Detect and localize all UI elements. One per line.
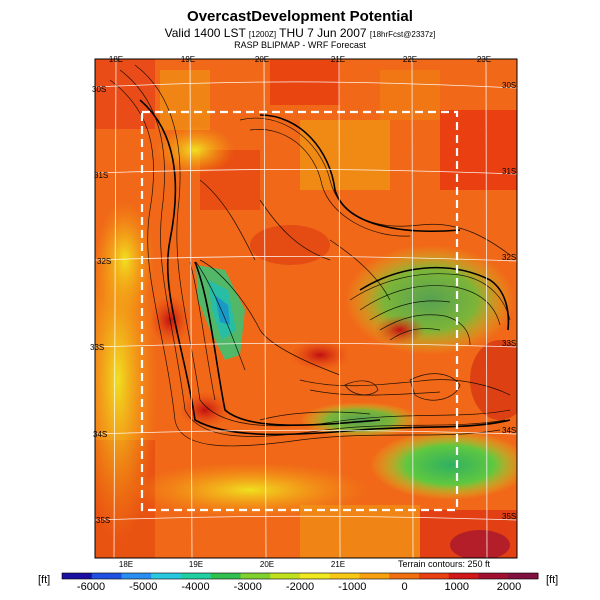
lon-label-top: 19E xyxy=(181,55,195,64)
map-subtitle: RASP BLIPMAP - WRF Forecast xyxy=(234,40,366,50)
lon-label-bottom: 19E xyxy=(189,560,203,569)
lon-label-top: 22E xyxy=(403,55,417,64)
valid-date: THU 7 Jun 2007 xyxy=(279,26,367,40)
lat-label-right: 30S xyxy=(502,81,516,90)
forecast-field xyxy=(95,59,517,558)
colorbar-swatch xyxy=(329,573,360,579)
colorbar-swatch xyxy=(181,573,212,579)
lat-label-right: 33S xyxy=(502,339,516,348)
colorbar-tick-label: -3000 xyxy=(234,581,262,593)
inner-domain-box xyxy=(140,110,459,512)
lat-labels-left: 30S 31S 32S 33S 34S 35S xyxy=(90,85,111,525)
lat-label-right: 35S xyxy=(502,512,516,521)
lat-label-right: 34S xyxy=(502,426,516,435)
graticule xyxy=(95,59,517,558)
lon-label-top: 20E xyxy=(255,55,269,64)
terrain-contour-note: Terrain contours: 250 ft xyxy=(398,559,491,569)
colorbar-tick-label: -1000 xyxy=(338,581,366,593)
colorbar-unit-left: [ft] xyxy=(38,574,51,586)
lat-label-left: 30S xyxy=(92,85,106,94)
colorbar-swatch xyxy=(270,573,301,579)
lat-label-left: 33S xyxy=(90,343,104,352)
lon-label-top: 21E xyxy=(331,55,345,64)
colorbar-swatch xyxy=(121,573,152,579)
colorbar-tick-label: 0 xyxy=(401,581,407,593)
colorbar-swatch xyxy=(62,573,93,579)
major-contours xyxy=(139,99,511,436)
lat-label-left: 31S xyxy=(94,171,108,180)
colorbar-swatch xyxy=(359,573,390,579)
colorbar-frame xyxy=(61,572,539,580)
colorbar-swatch xyxy=(478,573,509,579)
colorbar-swatch xyxy=(240,573,271,579)
forecast-hour: [18hrFcst@2337z] xyxy=(369,30,436,39)
lon-label-top: 18E xyxy=(109,55,123,64)
map-title: OvercastDevelopment Potential xyxy=(187,8,413,25)
plot-frame xyxy=(94,58,518,559)
lon-label-bottom: 20E xyxy=(260,560,274,569)
colorbar-swatch xyxy=(300,573,331,579)
colorbar-tick-label: 2000 xyxy=(497,581,521,593)
colorbar-tick-label: -4000 xyxy=(181,581,209,593)
lat-label-right: 31S xyxy=(502,167,516,176)
colorbar-tick-label: -2000 xyxy=(286,581,314,593)
colorbar-tick-label: 1000 xyxy=(445,581,469,593)
lat-label-left: 34S xyxy=(93,430,107,439)
colorbar-swatch xyxy=(508,573,539,579)
colorbar-swatch xyxy=(151,573,182,579)
lon-label-top: 23E xyxy=(477,55,491,64)
lat-label-left: 35S xyxy=(96,516,110,525)
colorbar-swatch xyxy=(91,573,122,579)
lat-labels-right: 30S 31S 32S 33S 34S 35S xyxy=(502,81,516,521)
colorbar-swatch xyxy=(210,573,241,579)
lon-label-bottom: 21E xyxy=(331,560,345,569)
colorbar-tick-label: -5000 xyxy=(129,581,157,593)
colorbar-tick-labels: -6000 -5000 -4000 -3000 -2000 -1000 0 1000 2000 xyxy=(77,581,521,593)
colorbar-unit-right: [ft] xyxy=(546,574,559,586)
colorbar-swatch xyxy=(389,573,420,579)
colorbar-tick-label: -6000 xyxy=(77,581,105,593)
lat-label-right: 32S xyxy=(502,253,516,262)
colorbar-swatch xyxy=(448,573,479,579)
valid-utc: [1200Z] xyxy=(248,30,277,39)
valid-time: Valid 1400 LST [1200Z] THU 7 Jun 2007 [1… xyxy=(0,26,600,40)
lon-labels-bottom: 18E 19E 20E 21E xyxy=(119,560,345,569)
lon-labels-top: 18E 19E 20E 21E 22E 23E xyxy=(109,55,491,64)
lon-label-bottom: 18E xyxy=(119,560,133,569)
valid-prefix: Valid 1400 LST xyxy=(164,26,246,40)
colorbar-swatch xyxy=(419,573,450,579)
lat-label-left: 32S xyxy=(97,257,111,266)
colorbar xyxy=(61,572,539,580)
